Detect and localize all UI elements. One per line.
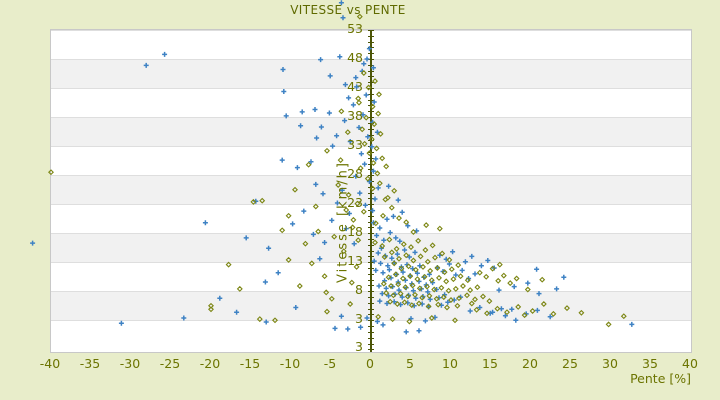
- y-axis-minor-tick: [368, 268, 374, 270]
- y-axis-minor-tick: [368, 285, 374, 287]
- y-axis-minor-tick: [368, 239, 374, 241]
- x-tick-label: -30: [119, 356, 141, 371]
- y-axis-minor-tick: [368, 244, 374, 246]
- y-axis-minor-tick: [368, 233, 374, 235]
- y-axis-minor-tick: [368, 273, 374, 275]
- data-point-path-series_2: [48, 13, 627, 328]
- y-axis-minor-tick: [368, 343, 374, 345]
- y-axis-minor-tick: [368, 204, 374, 206]
- y-axis-minor-tick: [368, 59, 374, 61]
- y-axis-minor-tick: [368, 93, 374, 95]
- y-axis-minor-tick: [368, 134, 374, 136]
- x-tick-label: 35: [642, 356, 658, 371]
- y-axis-min-label: 3: [355, 339, 363, 354]
- x-tick-label: 15: [482, 356, 498, 371]
- y-tick-label: 53: [347, 21, 363, 36]
- y-axis-minor-tick: [368, 53, 374, 55]
- x-tick-label: -20: [199, 356, 221, 371]
- y-axis-minor-tick: [368, 117, 374, 119]
- y-axis-minor-tick: [368, 297, 374, 299]
- y-tick-label: 8: [355, 282, 363, 298]
- y-axis-minor-tick: [368, 128, 374, 130]
- y-axis-minor-tick: [368, 302, 374, 304]
- y-axis-minor-tick: [368, 250, 374, 252]
- y-axis-minor-tick: [368, 76, 374, 78]
- x-tick-label: -15: [239, 356, 261, 371]
- y-axis-minor-tick: [368, 163, 374, 165]
- x-tick-label: -5: [323, 356, 337, 371]
- x-tick-label: 5: [406, 356, 414, 371]
- y-tick-label: 13: [347, 253, 363, 269]
- y-tick-label: 3: [355, 311, 363, 327]
- y-axis-minor-tick: [368, 320, 374, 322]
- y-axis-minor-tick: [368, 64, 374, 66]
- x-tick-label: 0: [366, 356, 374, 371]
- y-axis-minor-tick: [368, 169, 374, 171]
- scatter-points: [30, 0, 635, 335]
- y-axis-minor-tick: [368, 262, 374, 264]
- y-axis-minor-tick: [368, 227, 374, 229]
- y-tick-label: 38: [347, 108, 363, 124]
- y-axis-minor-tick: [368, 70, 374, 72]
- y-axis-minor-tick: [368, 256, 374, 258]
- x-tick-label: -40: [39, 356, 61, 371]
- chart-title: VITESSE vs PENTE: [290, 3, 406, 17]
- x-tick-label: 40: [682, 356, 698, 371]
- y-tick-label: 23: [347, 195, 363, 211]
- y-tick-label: 43: [347, 79, 363, 95]
- y-axis-minor-tick: [368, 331, 374, 333]
- y-axis-minor-tick: [368, 41, 374, 43]
- y-axis-minor-tick: [368, 291, 374, 293]
- y-axis-minor-tick: [368, 326, 374, 328]
- y-tick-label: 33: [347, 137, 363, 153]
- y-axis-minor-tick: [368, 314, 374, 316]
- y-axis-minor-tick: [368, 99, 374, 101]
- y-axis-line: [370, 30, 372, 352]
- x-tick-label: 20: [522, 356, 538, 371]
- x-tick-label: 25: [562, 356, 578, 371]
- y-axis-minor-tick: [368, 215, 374, 217]
- y-axis-minor-tick: [368, 82, 374, 84]
- y-axis-minor-tick: [368, 175, 374, 177]
- plot-area: [30, 0, 692, 353]
- x-tick-label: 30: [602, 356, 618, 371]
- x-tick-label: -25: [159, 356, 181, 371]
- y-axis-minor-tick: [368, 35, 374, 37]
- y-axis-minor-tick: [368, 337, 374, 339]
- x-tick-label: -35: [79, 356, 101, 371]
- y-tick-label: 48: [347, 50, 363, 66]
- y-tick-label: 18: [347, 224, 363, 240]
- y-axis-minor-tick: [368, 30, 374, 31]
- x-tick-label: -10: [279, 356, 301, 371]
- y-axis-minor-tick: [368, 111, 374, 113]
- y-axis-minor-tick: [368, 349, 374, 351]
- series_2-markers: [48, 13, 627, 328]
- y-axis-minor-tick: [368, 308, 374, 310]
- y-axis-minor-tick: [368, 157, 374, 159]
- x-tick-label: 10: [442, 356, 458, 371]
- y-axis-minor-tick: [368, 192, 374, 194]
- y-tick-label: 28: [347, 166, 363, 182]
- y-axis-minor-tick: [368, 198, 374, 200]
- y-axis-minor-tick: [368, 88, 374, 90]
- y-axis-minor-tick: [368, 122, 374, 124]
- y-axis-minor-tick: [368, 279, 374, 281]
- x-axis-title: Pente [%]: [630, 371, 691, 386]
